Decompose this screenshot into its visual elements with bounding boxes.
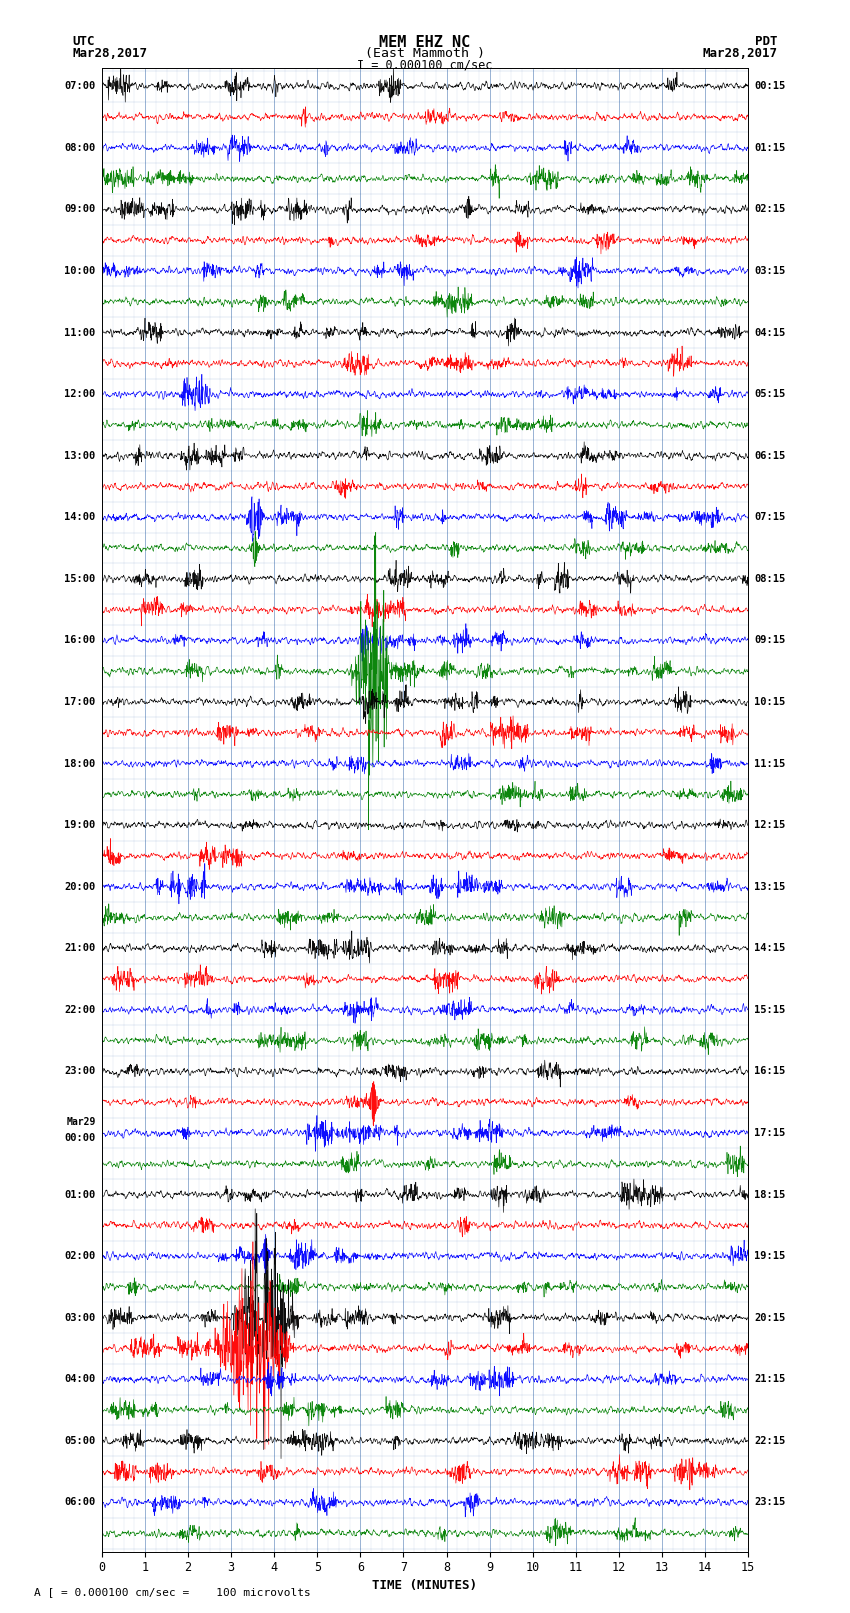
- Text: 16:15: 16:15: [755, 1066, 785, 1076]
- Text: 04:15: 04:15: [755, 327, 785, 337]
- Text: 12:15: 12:15: [755, 819, 785, 831]
- Text: 08:00: 08:00: [65, 144, 95, 153]
- Text: 11:15: 11:15: [755, 758, 785, 768]
- Text: 10:15: 10:15: [755, 697, 785, 706]
- Text: 20:15: 20:15: [755, 1313, 785, 1323]
- Text: 04:00: 04:00: [65, 1374, 95, 1384]
- Text: 15:00: 15:00: [65, 574, 95, 584]
- Text: 13:15: 13:15: [755, 882, 785, 892]
- Text: Mar29: Mar29: [66, 1118, 95, 1127]
- Text: 06:15: 06:15: [755, 450, 785, 461]
- Text: 07:00: 07:00: [65, 81, 95, 92]
- Text: 05:00: 05:00: [65, 1436, 95, 1445]
- Text: 02:15: 02:15: [755, 205, 785, 215]
- Text: Mar28,2017: Mar28,2017: [703, 47, 778, 60]
- Text: Mar28,2017: Mar28,2017: [72, 47, 147, 60]
- Text: 02:00: 02:00: [65, 1252, 95, 1261]
- Text: 09:00: 09:00: [65, 205, 95, 215]
- Text: 21:15: 21:15: [755, 1374, 785, 1384]
- Text: 18:00: 18:00: [65, 758, 95, 768]
- Text: (East Mammoth ): (East Mammoth ): [365, 47, 485, 60]
- Text: 15:15: 15:15: [755, 1005, 785, 1015]
- Text: 06:00: 06:00: [65, 1497, 95, 1508]
- Text: 14:15: 14:15: [755, 944, 785, 953]
- Text: MEM EHZ NC: MEM EHZ NC: [379, 35, 471, 50]
- Text: 17:00: 17:00: [65, 697, 95, 706]
- Text: I = 0.000100 cm/sec: I = 0.000100 cm/sec: [357, 58, 493, 71]
- Text: 09:15: 09:15: [755, 636, 785, 645]
- Text: 05:15: 05:15: [755, 389, 785, 398]
- Text: 22:00: 22:00: [65, 1005, 95, 1015]
- Text: 23:15: 23:15: [755, 1497, 785, 1508]
- Text: 19:15: 19:15: [755, 1252, 785, 1261]
- Text: 00:15: 00:15: [755, 81, 785, 92]
- Text: 19:00: 19:00: [65, 819, 95, 831]
- Text: 01:00: 01:00: [65, 1189, 95, 1200]
- Text: 03:15: 03:15: [755, 266, 785, 276]
- Text: 17:15: 17:15: [755, 1127, 785, 1139]
- Text: 01:15: 01:15: [755, 144, 785, 153]
- Text: A [ = 0.000100 cm/sec =    100 microvolts: A [ = 0.000100 cm/sec = 100 microvolts: [34, 1587, 311, 1597]
- Text: 13:00: 13:00: [65, 450, 95, 461]
- Text: 08:15: 08:15: [755, 574, 785, 584]
- Text: 07:15: 07:15: [755, 513, 785, 523]
- Text: 20:00: 20:00: [65, 882, 95, 892]
- Text: 22:15: 22:15: [755, 1436, 785, 1445]
- Text: 18:15: 18:15: [755, 1189, 785, 1200]
- Text: 14:00: 14:00: [65, 513, 95, 523]
- Text: 16:00: 16:00: [65, 636, 95, 645]
- Text: 12:00: 12:00: [65, 389, 95, 398]
- Text: 00:00: 00:00: [65, 1132, 95, 1142]
- Text: 10:00: 10:00: [65, 266, 95, 276]
- Text: 11:00: 11:00: [65, 327, 95, 337]
- Text: UTC: UTC: [72, 35, 94, 48]
- Text: 03:00: 03:00: [65, 1313, 95, 1323]
- Text: 23:00: 23:00: [65, 1066, 95, 1076]
- Text: PDT: PDT: [756, 35, 778, 48]
- X-axis label: TIME (MINUTES): TIME (MINUTES): [372, 1579, 478, 1592]
- Text: 21:00: 21:00: [65, 944, 95, 953]
